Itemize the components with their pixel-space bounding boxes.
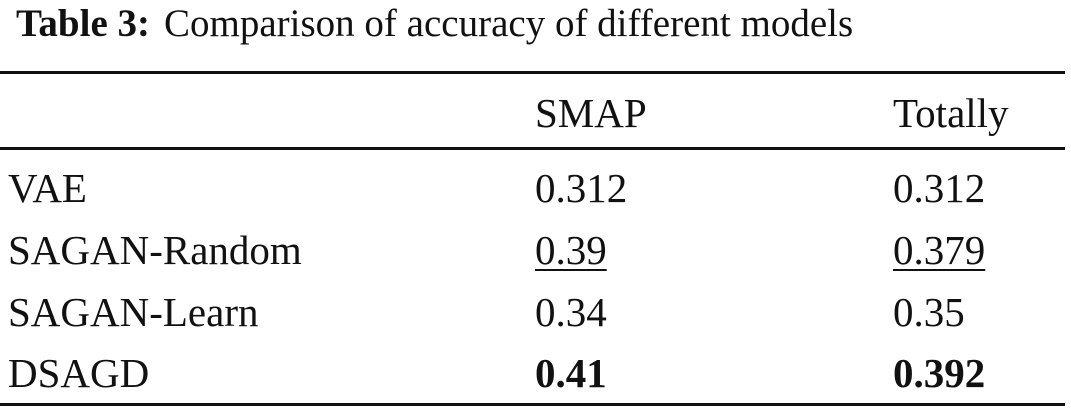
cell: 0.35 <box>893 289 965 335</box>
column-header: SMAP <box>535 90 647 136</box>
bottom-rule <box>0 403 1065 406</box>
mid-rule <box>0 147 1065 150</box>
row-label: SAGAN-Random <box>8 227 302 273</box>
cell: 0.392 <box>893 350 986 396</box>
cell: 0.312 <box>535 165 628 211</box>
cell: 0.34 <box>535 289 607 335</box>
caption-text: Comparison of accuracy of different mode… <box>164 2 854 45</box>
caption: Table 3: Comparison of accuracy of differ… <box>16 4 853 43</box>
column-header: Totally <box>893 90 1009 136</box>
cell: 0.41 <box>535 350 607 396</box>
cell: 0.312 <box>893 165 986 211</box>
row-label: VAE <box>8 165 87 211</box>
top-rule <box>0 71 1065 74</box>
cell: 0.379 <box>893 227 986 273</box>
cell: 0.39 <box>535 227 607 273</box>
row-label: SAGAN-Learn <box>8 289 259 335</box>
row-label: DSAGD <box>8 350 150 396</box>
caption-label: Table 3: <box>16 2 151 45</box>
